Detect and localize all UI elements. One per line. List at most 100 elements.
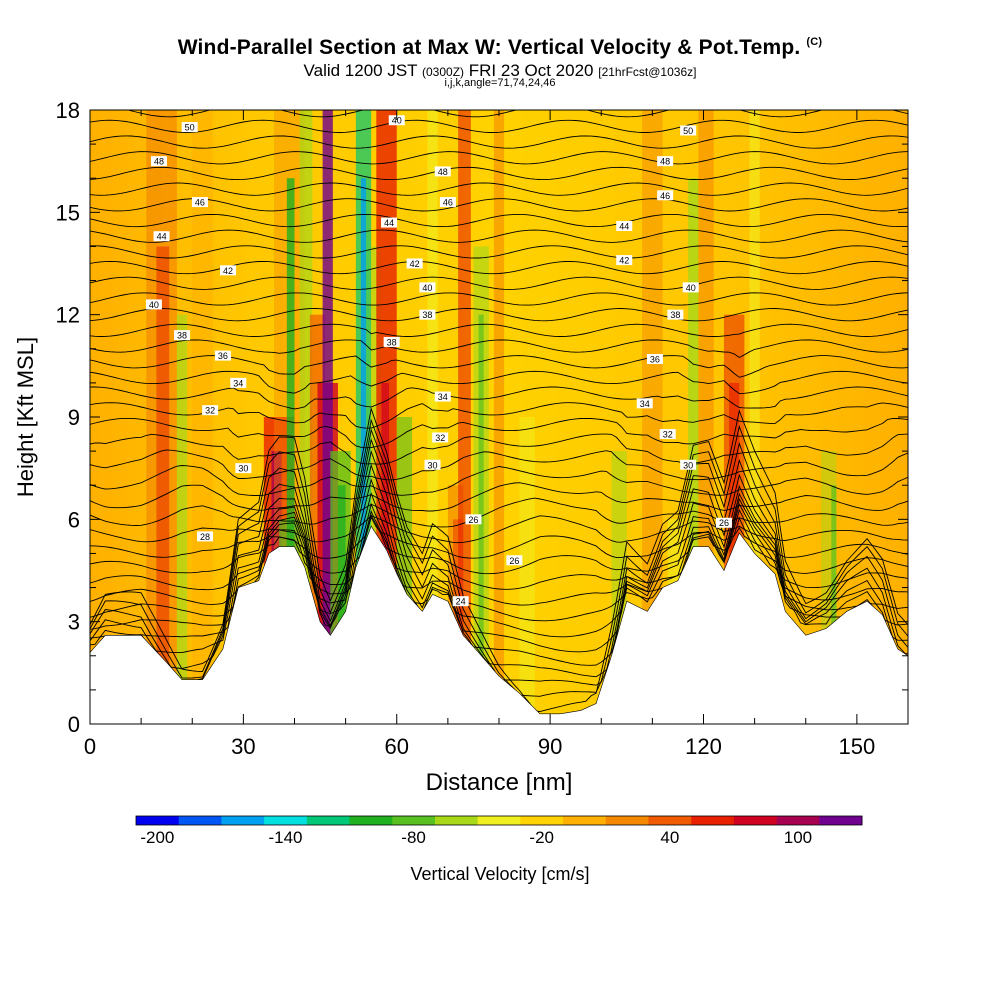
colorbar-tick-label: -140 (268, 828, 302, 847)
theta-label-text: 26 (468, 515, 478, 525)
colorbar-swatch (392, 816, 436, 825)
theta-contour-line (90, 135, 908, 149)
theta-label-box (197, 531, 214, 542)
theta-label: 26 (465, 514, 482, 525)
theta-label-text: 26 (509, 556, 519, 566)
theta-label-text: 30 (683, 460, 693, 470)
theta-label-box (381, 217, 398, 228)
theta-label-text: 40 (686, 283, 696, 293)
theta-label: 32 (659, 429, 676, 440)
colorbar-tick-label: 100 (784, 828, 812, 847)
theta-label-text: 46 (660, 191, 670, 201)
theta-label-box (616, 220, 633, 231)
theta-label-box (220, 265, 237, 276)
colorbar: -200 -140 -80 -20 40 100 (135, 815, 863, 847)
y-tick-label: 9 (68, 405, 80, 430)
y-tick-label: 15 (56, 200, 80, 225)
theta-label-box (151, 156, 168, 167)
theta-contour-line (90, 292, 908, 306)
theta-label-text: 32 (663, 430, 673, 440)
theta-label-text: 46 (443, 198, 453, 208)
forecast-info: [21hrFcst@1036z] (598, 65, 697, 79)
theta-label: 26 (715, 517, 732, 528)
velocity-band (286, 178, 295, 724)
theta-contour-line (90, 433, 908, 465)
section-indices: i,j,k,angle=71,74,24,46 (444, 77, 556, 89)
colorbar-swatch (819, 816, 863, 825)
theta-contour-line (90, 229, 908, 243)
theta-label-text: 34 (438, 392, 448, 402)
theta-label: 32 (432, 432, 449, 443)
theta-label: 40 (419, 282, 436, 293)
theta-label: 24 (452, 596, 469, 607)
theta-contour-line (90, 449, 908, 666)
theta-contour-line (90, 323, 908, 337)
theta-label: 38 (383, 336, 400, 347)
theta-label: 26 (506, 555, 523, 566)
theta-label: 46 (439, 197, 456, 208)
colorbar-tick-label: 40 (660, 828, 679, 847)
theta-label-box (715, 517, 732, 528)
theta-label-box (667, 309, 684, 320)
theta-label-box (230, 377, 247, 388)
x-tick-label: 90 (538, 734, 562, 759)
theta-label-box (680, 459, 697, 470)
theta-label-box (682, 282, 699, 293)
theta-label-text: 38 (670, 310, 680, 320)
colorbar-label: Vertical Velocity [cm/s] (410, 864, 590, 884)
theta-contour-line (90, 465, 908, 496)
theta-label: 40 (145, 299, 162, 310)
theta-contour-line (90, 418, 908, 697)
theta-contour-line (90, 482, 908, 512)
colorbar-tick-label: -20 (529, 828, 554, 847)
colorbar-swatch (691, 816, 735, 825)
theta-label-box (657, 156, 674, 167)
x-tick-label: 60 (385, 734, 409, 759)
valid-time-utc: (0300Z) (422, 65, 465, 79)
theta-contour-line (90, 463, 908, 653)
theta-label-box (145, 299, 162, 310)
colorbar-swatch (178, 816, 222, 825)
theta-label-text: 50 (185, 123, 195, 133)
theta-label: 38 (419, 309, 436, 320)
theta-label-text: 38 (177, 331, 187, 341)
x-tick-label: 0 (84, 734, 96, 759)
theta-label-text: 28 (200, 532, 210, 542)
theta-label: 34 (636, 398, 653, 409)
y-tick-label: 6 (68, 507, 80, 532)
velocity-band (176, 314, 188, 724)
colorbar-swatch (776, 816, 820, 825)
theta-contour-line (90, 513, 908, 575)
y-axis-label: Height [Kft MSL] (13, 337, 38, 497)
theta-label: 34 (434, 391, 451, 402)
theta-label: 48 (434, 166, 451, 177)
theta-label-box (383, 336, 400, 347)
theta-label: 40 (388, 115, 405, 126)
theta-label-text: 40 (392, 116, 402, 126)
theta-label: 44 (153, 231, 170, 242)
x-axis-label: Distance [nm] (426, 769, 573, 796)
theta-label-text: 38 (422, 310, 432, 320)
theta-contour-line (90, 182, 908, 196)
theta-contour-line (90, 96, 908, 101)
y-tick-label: 3 (68, 610, 80, 635)
theta-label-text: 44 (619, 221, 629, 231)
theta-label-text: 42 (619, 256, 629, 266)
colorbar-swatch (605, 816, 649, 825)
velocity-band (749, 110, 760, 724)
theta-label: 46 (191, 197, 208, 208)
velocity-band (427, 110, 438, 724)
theta-label-text: 40 (149, 300, 159, 310)
theta-label-text: 44 (157, 232, 167, 242)
theta-label: 32 (202, 405, 219, 416)
theta-label-box (659, 429, 676, 440)
theta-label: 44 (381, 217, 398, 228)
colorbar-swatch (136, 816, 180, 825)
copyright-mark: (C) (806, 36, 823, 48)
x-tick-label: 150 (839, 734, 876, 759)
theta-label-box (680, 125, 697, 136)
colorbar-swatch (648, 816, 692, 825)
theta-contour-line (90, 438, 908, 678)
valid-date: FRI 23 Oct 2020 (468, 61, 594, 80)
